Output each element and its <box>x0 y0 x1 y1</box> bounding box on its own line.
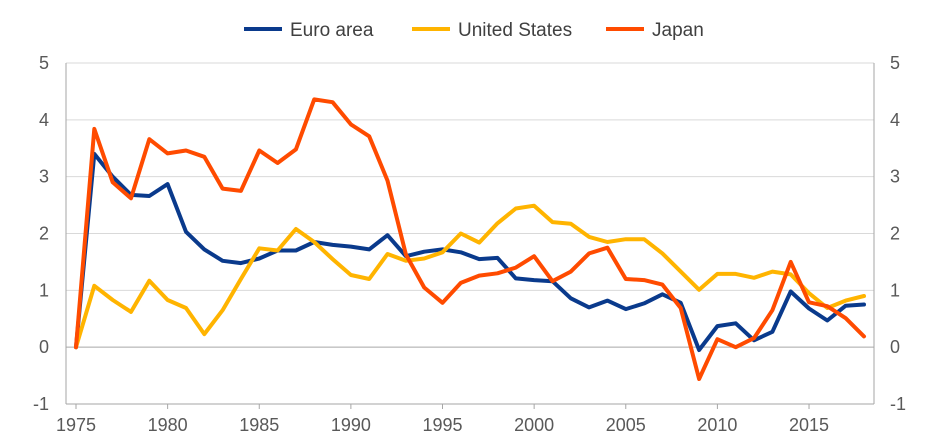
x-tick-1980: 1980 <box>148 415 188 435</box>
x-tick-1975: 1975 <box>56 415 96 435</box>
x-tick-2005: 2005 <box>606 415 646 435</box>
legend-label: Japan <box>652 20 704 41</box>
x-tick-2010: 2010 <box>697 415 737 435</box>
x-tick-1990: 1990 <box>331 415 371 435</box>
x-tick-1995: 1995 <box>422 415 462 435</box>
y-tick-left-4: 4 <box>39 110 49 130</box>
legend: Euro area United States Japan <box>244 20 704 41</box>
y-tick-left-5: 5 <box>39 53 49 73</box>
series-line-euro-area <box>74 151 866 352</box>
series-line-japan <box>74 97 866 381</box>
y-tick-left-3: 3 <box>39 167 49 187</box>
y-tick-right-4: 4 <box>890 110 900 130</box>
y-tick-right-2: 2 <box>890 224 900 244</box>
x-tick-2015: 2015 <box>789 415 829 435</box>
legend-item-euro-area: Euro area <box>244 20 374 41</box>
legend-label: Euro area <box>290 20 374 41</box>
x-axis-ticks: 1975 1980 1985 1990 1995 2000 2005 2010 2015 <box>56 404 829 435</box>
legend-label: United States <box>458 20 572 41</box>
y-tick-left-1: 1 <box>39 280 49 300</box>
x-tick-1985: 1985 <box>239 415 279 435</box>
legend-item-united-states: United States <box>412 20 572 41</box>
y-tick-left-2: 2 <box>39 224 49 244</box>
y-tick-left-0: 0 <box>39 337 49 357</box>
y-axis-right-ticks: -1 0 1 2 3 4 5 <box>890 53 906 414</box>
series-line-united-states <box>74 203 866 350</box>
x-tick-2000: 2000 <box>514 415 554 435</box>
y-axis-left-ticks: -1 0 1 2 3 4 5 <box>33 53 49 414</box>
y-tick-right--1: -1 <box>890 394 906 414</box>
y-tick-right-0: 0 <box>890 337 900 357</box>
y-tick-left--1: -1 <box>33 394 49 414</box>
y-tick-right-1: 1 <box>890 280 900 300</box>
legend-item-japan: Japan <box>606 20 704 41</box>
y-tick-right-3: 3 <box>890 167 900 187</box>
y-tick-right-5: 5 <box>890 53 900 73</box>
series-lines <box>74 97 866 381</box>
